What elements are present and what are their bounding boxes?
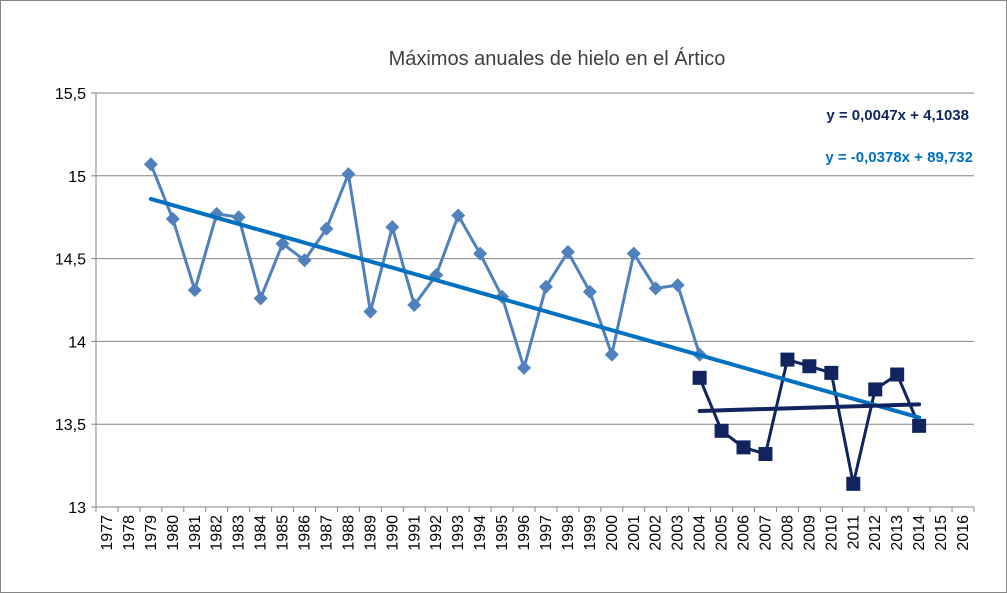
- x-tick-labels: 1977 1978 1979 1980 1981 1982 1983 1984 1985 1986…: [99, 515, 972, 551]
- data-point-diamond: [538, 279, 553, 294]
- data-point-square: [780, 352, 795, 367]
- y-tick-label: 14,5: [55, 252, 86, 269]
- data-point-diamond: [297, 253, 312, 268]
- x-tick-label: 1986: [297, 515, 314, 551]
- x-tick-label: 1978: [121, 515, 138, 551]
- trendline-equation-long: y = -0,0378x + 89,732: [825, 149, 973, 166]
- data-point-diamond: [648, 281, 663, 296]
- data-point-diamond: [143, 157, 158, 172]
- data-point-square: [714, 423, 729, 438]
- data-point-square: [824, 365, 839, 380]
- data-point-square: [868, 382, 883, 397]
- data-point-diamond: [253, 291, 268, 306]
- x-tick-label: 1996: [516, 515, 533, 551]
- data-point-diamond: [604, 347, 619, 362]
- x-tick-label: 1990: [384, 515, 401, 551]
- y-tick-label: 15: [68, 169, 86, 186]
- x-tick-label: 1984: [253, 515, 270, 551]
- x-tick-label: 1981: [187, 515, 204, 551]
- x-tick-label: 1982: [209, 515, 226, 551]
- x-tick-label: 2005: [714, 515, 731, 551]
- data-point-diamond: [626, 246, 641, 261]
- data-point-diamond: [451, 208, 466, 223]
- trendlines: [148, 196, 922, 420]
- data-point-diamond: [341, 167, 356, 182]
- data-point-diamond: [319, 221, 334, 236]
- y-tick-label: 14: [68, 334, 86, 351]
- x-tick-label: 1983: [231, 515, 248, 551]
- data-point-diamond: [231, 210, 246, 225]
- x-tick-label: 2001: [626, 515, 643, 551]
- data-point-diamond: [165, 211, 180, 226]
- data-point-square: [758, 447, 773, 462]
- y-tick-label: 13,5: [55, 417, 86, 434]
- x-tick-label: 1995: [494, 515, 511, 551]
- data-point-diamond: [187, 283, 202, 298]
- x-tick-label: 1980: [165, 515, 182, 551]
- axes: [91, 92, 975, 512]
- x-tick-label: 1991: [406, 515, 423, 551]
- x-tick-label: 1979: [143, 515, 160, 551]
- x-tick-label: 1999: [582, 515, 599, 551]
- data-point-diamond: [517, 360, 532, 375]
- x-tick-label: 2011: [845, 515, 862, 550]
- y-tick-label: 15,5: [55, 86, 86, 103]
- x-tick-label: 1998: [560, 515, 577, 551]
- x-tick-label: 1985: [275, 515, 292, 551]
- trendline-2: [697, 402, 922, 413]
- x-tick-label: 2014: [911, 515, 928, 551]
- data-point-diamond: [363, 304, 378, 319]
- x-tick-label: 1988: [340, 515, 357, 551]
- x-tick-label: 2010: [823, 515, 840, 551]
- data-point-square: [802, 359, 817, 374]
- data-point-diamond: [473, 246, 488, 261]
- x-tick-label: 1987: [318, 515, 335, 551]
- data-point-square: [692, 370, 707, 385]
- x-tick-label: 2002: [648, 515, 665, 551]
- x-tick-label: 2015: [933, 515, 950, 551]
- data-point-diamond: [385, 220, 400, 235]
- x-tick-label: 2012: [867, 515, 884, 551]
- x-tick-label: 1994: [472, 515, 489, 551]
- x-tick-label: 2013: [889, 515, 906, 551]
- x-tick-label: 2004: [692, 515, 709, 551]
- gridlines: [96, 92, 974, 425]
- x-tick-label: 2006: [736, 515, 753, 551]
- series: [143, 157, 927, 491]
- data-point-diamond: [670, 278, 685, 293]
- x-tick-label: 1989: [362, 515, 379, 551]
- data-point-square: [846, 476, 861, 491]
- chart-title: Máximos anuales de hielo en el Ártico: [389, 47, 726, 70]
- x-tick-label: 1993: [450, 515, 467, 551]
- series-line-2: [698, 358, 921, 486]
- x-tick-label: 1992: [428, 515, 445, 551]
- x-tick-label: 2003: [670, 515, 687, 551]
- x-tick-label: 2009: [801, 515, 818, 551]
- x-tick-label: 2007: [757, 515, 774, 551]
- data-point-square: [736, 440, 751, 455]
- series-line-1: [149, 163, 702, 370]
- data-point-diamond: [407, 297, 422, 312]
- y-tick-label: 13: [68, 500, 86, 517]
- x-tick-label: 2008: [779, 515, 796, 551]
- data-point-square: [890, 367, 905, 382]
- trendline-equation-short: y = 0,0047x + 4,1038: [826, 107, 969, 124]
- x-tick-label: 1977: [99, 515, 116, 551]
- data-point-square: [912, 418, 927, 433]
- data-point-diamond: [560, 244, 575, 259]
- y-tick-labels: 13 13,5 14 14,5 15 15,5: [55, 86, 86, 517]
- x-tick-label: 2016: [955, 515, 972, 551]
- data-point-diamond: [275, 236, 290, 251]
- data-point-diamond: [582, 284, 597, 299]
- x-tick-label: 2000: [604, 515, 621, 551]
- x-tick-label: 1997: [538, 515, 555, 551]
- trendline-1: [148, 196, 922, 420]
